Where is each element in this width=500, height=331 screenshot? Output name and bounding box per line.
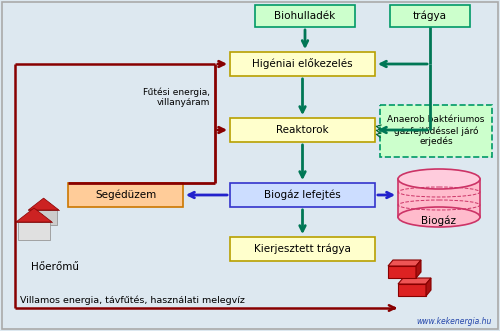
Ellipse shape [398, 169, 480, 189]
Text: Biohulladék: Biohulladék [274, 11, 336, 21]
Text: Reaktorok: Reaktorok [276, 125, 329, 135]
Ellipse shape [398, 207, 480, 227]
Text: Hőerőmű: Hőerőmű [31, 262, 79, 272]
Polygon shape [398, 278, 431, 284]
FancyBboxPatch shape [390, 5, 470, 27]
Text: Biogáz lefejtés: Biogáz lefejtés [264, 190, 341, 200]
FancyBboxPatch shape [380, 105, 492, 157]
Polygon shape [388, 266, 416, 278]
Polygon shape [30, 210, 57, 225]
Polygon shape [426, 278, 431, 296]
Text: Anaerob baktériumos
gázfejlődéssel járó
erjedés: Anaerob baktériumos gázfejlődéssel járó … [388, 116, 484, 147]
FancyBboxPatch shape [230, 183, 375, 207]
Text: Higéniai előkezelés: Higéniai előkezelés [252, 59, 353, 70]
Polygon shape [18, 222, 50, 240]
Polygon shape [416, 260, 421, 278]
Text: www.kekenergia.hu: www.kekenergia.hu [416, 317, 492, 326]
FancyBboxPatch shape [230, 237, 375, 261]
FancyBboxPatch shape [398, 179, 480, 217]
Text: trágya: trágya [413, 11, 447, 21]
Polygon shape [28, 198, 59, 210]
Polygon shape [48, 203, 50, 210]
Text: Biogáz: Biogáz [422, 216, 456, 226]
Polygon shape [388, 260, 421, 266]
FancyBboxPatch shape [255, 5, 355, 27]
Text: Kierjesztett trágya: Kierjesztett trágya [254, 244, 351, 254]
Text: Fűtési energia,
villanyáram: Fűtési energia, villanyáram [143, 87, 210, 107]
Text: Villamos energia, távfűtés, használati melegvíz: Villamos energia, távfűtés, használati m… [20, 295, 245, 305]
Polygon shape [16, 208, 52, 222]
FancyBboxPatch shape [230, 52, 375, 76]
Text: Segédüzem: Segédüzem [95, 190, 156, 200]
Polygon shape [39, 214, 42, 222]
Polygon shape [398, 284, 426, 296]
FancyBboxPatch shape [68, 183, 183, 207]
FancyBboxPatch shape [230, 118, 375, 142]
